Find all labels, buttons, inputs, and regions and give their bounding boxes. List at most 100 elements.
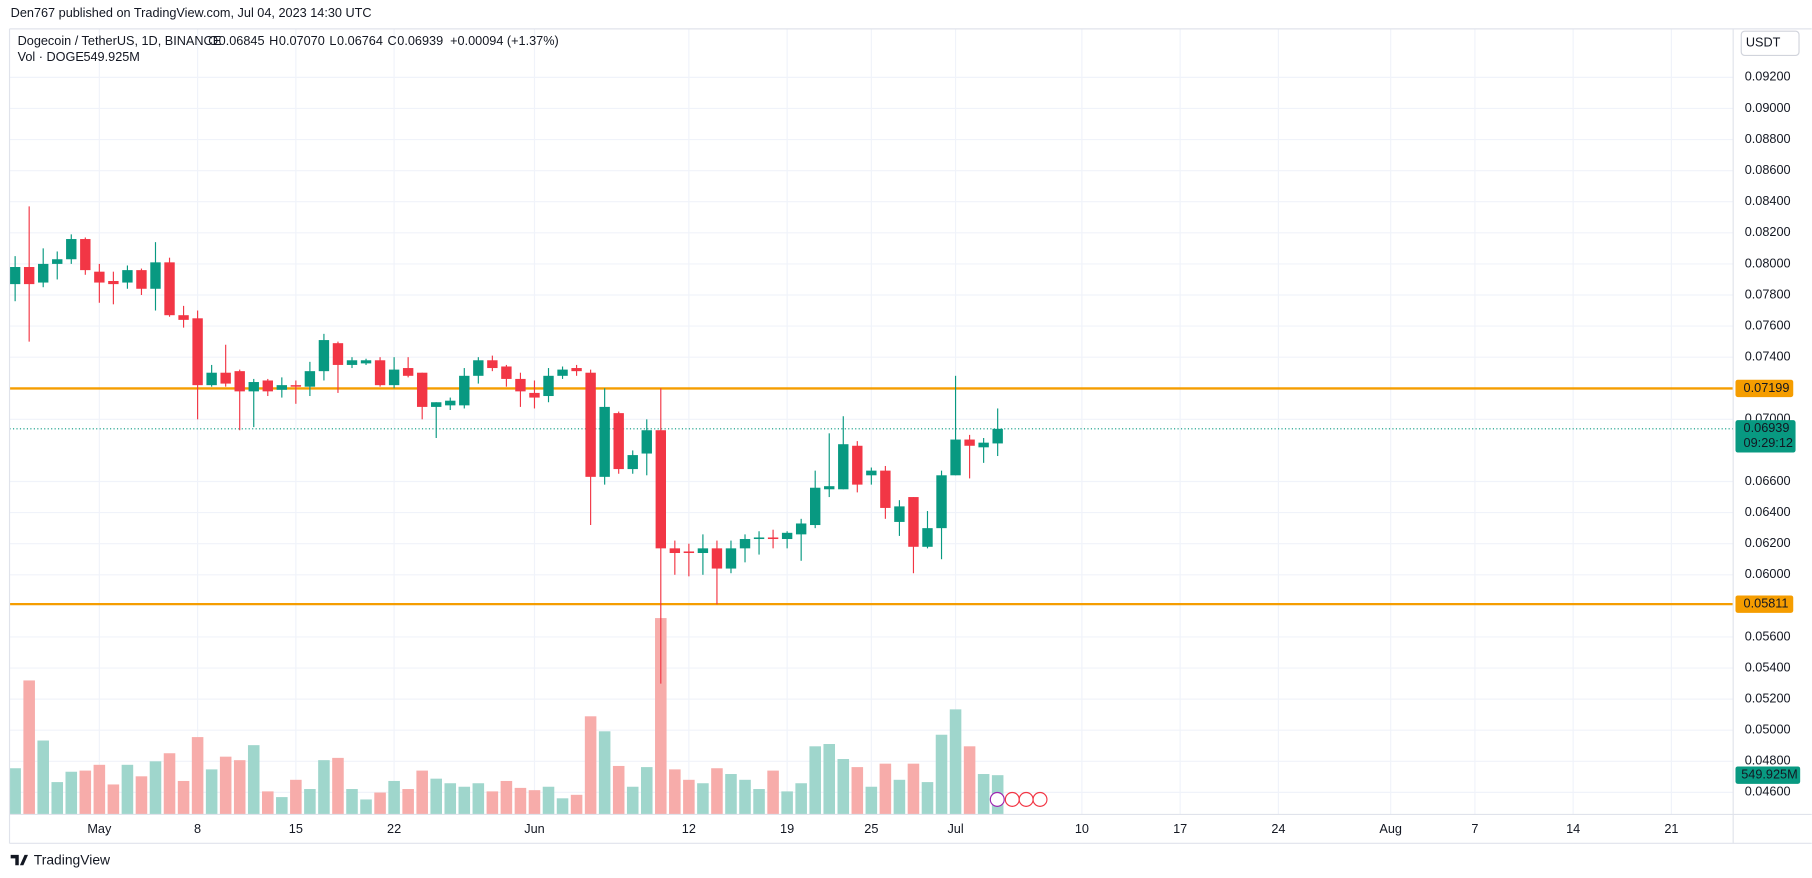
y-tick-label: 0.08600	[1745, 163, 1791, 177]
candle-body	[304, 371, 316, 387]
volume-bar	[107, 784, 120, 815]
level-label: 0.07199	[1744, 381, 1790, 395]
y-tick-label: 0.08000	[1745, 256, 1791, 270]
volume-bar	[935, 734, 948, 815]
x-tick-label: 21	[1664, 822, 1678, 836]
x-tick-label: 14	[1566, 822, 1580, 836]
candle-body	[992, 428, 1003, 444]
candle-body	[585, 372, 596, 477]
candle-body	[164, 262, 175, 316]
candle-body	[697, 548, 709, 554]
volume-bar	[977, 774, 990, 815]
volume-bar	[388, 780, 400, 815]
volume-bar	[402, 789, 414, 815]
y-tick-label: 0.06200	[1745, 536, 1791, 550]
ohlc-value: 0.06845	[219, 34, 265, 48]
countdown: 09:29:12	[1744, 436, 1793, 450]
current-price-label: 0.06939	[1744, 421, 1790, 435]
event-icon	[1018, 791, 1034, 807]
volume-bar	[290, 779, 302, 815]
volume-bar	[739, 779, 751, 815]
candle-body	[318, 340, 330, 372]
volume-bar	[542, 786, 555, 815]
candle-body	[402, 368, 414, 376]
candle-body	[908, 497, 919, 547]
level-label-box	[1735, 379, 1794, 398]
candle-body	[529, 392, 540, 398]
y-tick-label: 0.08200	[1745, 225, 1791, 239]
level-label-box	[1735, 595, 1794, 613]
ohlc-letter: L	[329, 34, 336, 48]
candle-body	[9, 267, 21, 285]
volume-bar	[640, 767, 653, 815]
volume-bar	[711, 768, 723, 815]
y-tick-label: 0.09000	[1745, 101, 1791, 115]
volume-bar	[697, 783, 709, 815]
candle-body	[655, 430, 666, 549]
currency-box[interactable]	[1740, 30, 1800, 57]
volume-bar	[725, 774, 737, 815]
candle-body	[627, 455, 638, 470]
currency[interactable]: USDT	[1746, 36, 1781, 50]
volume-bar	[121, 764, 134, 815]
volume-bar	[767, 770, 779, 815]
axis-labels: 0.09200 0.09000 0.08800 0.08600 0.08400 0.082…	[87, 70, 1801, 836]
volume-bar	[907, 763, 920, 815]
y-tick-label: 0.05200	[1745, 691, 1791, 705]
x-tick-label: 8	[194, 822, 201, 836]
candle-body	[725, 548, 737, 569]
volume-bar	[9, 768, 21, 815]
ohlc-value: 0.06764	[337, 34, 383, 48]
volume-bar	[93, 764, 106, 815]
x-tick-label: Jul	[947, 822, 963, 836]
x-tick-label: 10	[1075, 822, 1089, 836]
y-tick-label: 0.06000	[1745, 567, 1791, 581]
volume-bar	[612, 765, 625, 815]
candle-body	[964, 439, 975, 446]
candles	[9, 206, 1003, 684]
volume-bar	[416, 770, 428, 815]
candle-body	[739, 539, 751, 549]
candle-body	[445, 400, 456, 406]
volume-bar	[177, 780, 190, 815]
candle-body	[38, 263, 49, 283]
volume-bar	[655, 618, 667, 815]
volume-bar	[149, 761, 162, 815]
candle-body	[809, 487, 821, 526]
volume-label-box	[1735, 766, 1801, 784]
volume-bar	[135, 776, 148, 815]
y-tick-label: 0.06600	[1745, 474, 1791, 488]
volume-bar	[963, 746, 976, 815]
y-tick-label: 0.08400	[1745, 194, 1791, 208]
volume-bar	[837, 759, 850, 815]
candle-body	[543, 375, 554, 397]
volume-bar	[332, 757, 344, 815]
candle-body	[290, 385, 302, 387]
x-tick-label: 25	[864, 822, 878, 836]
volume-bar	[683, 779, 695, 815]
volume-bar	[346, 789, 358, 815]
ohlc-legend: O 0.06845 H 0.07070 L 0.06764 C 0.06939	[208, 34, 443, 48]
candle-body	[767, 537, 779, 540]
candle-body	[220, 372, 231, 384]
brand-logo	[10, 854, 28, 866]
x-tick-label: Jun	[524, 822, 544, 836]
volume-bar	[472, 783, 485, 815]
volume-bar	[430, 778, 442, 815]
x-tick-label: 12	[682, 822, 696, 836]
volume-bar	[486, 791, 499, 815]
volume-bar	[795, 783, 807, 815]
volume-bar	[79, 770, 92, 815]
y-tick-label: 0.07400	[1745, 350, 1791, 364]
volume-bar	[233, 760, 246, 815]
candle-body	[94, 271, 105, 283]
level-label: 0.05811	[1744, 597, 1789, 611]
candle-body	[178, 315, 189, 320]
candle-body	[80, 239, 91, 271]
candle-body	[753, 537, 765, 540]
volume-bar	[191, 737, 204, 815]
candle-body	[781, 532, 793, 540]
candle-body	[711, 548, 723, 569]
volume-bar	[458, 786, 471, 815]
